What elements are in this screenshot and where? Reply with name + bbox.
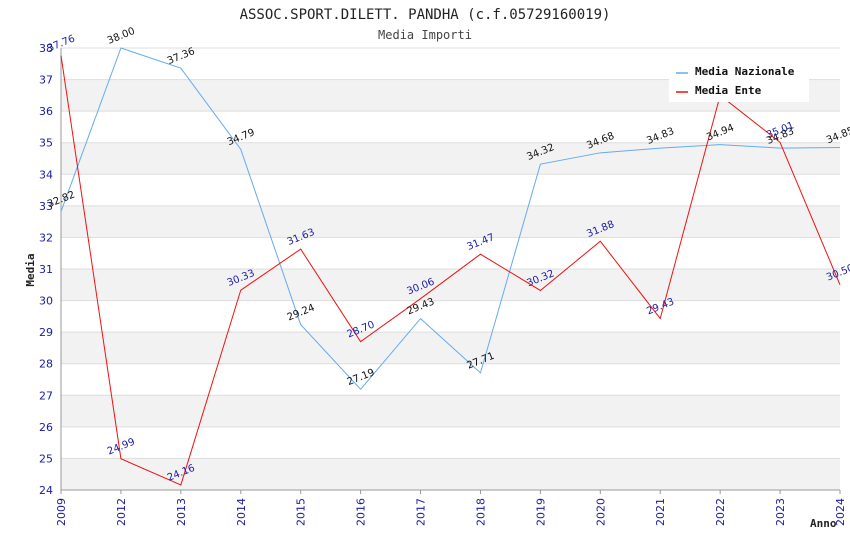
x-tick-label: 2023	[774, 498, 787, 526]
y-tick-label: 32	[39, 231, 53, 244]
y-tick-label: 37	[39, 74, 53, 87]
x-tick-label: 2013	[175, 498, 188, 526]
series-line-media-ente	[60, 55, 841, 486]
data-label-media-nazionale: 38.00	[106, 26, 137, 47]
legend: Media Nazionale Media Ente	[669, 60, 809, 102]
y-tick-label: 30	[39, 295, 53, 308]
gridlines	[61, 47, 840, 491]
x-tick-label: 2018	[474, 498, 487, 526]
x-tick-label: 2022	[714, 498, 727, 526]
plot-band	[61, 395, 840, 427]
plot-band	[61, 426, 840, 459]
x-tick-label: 2021	[654, 498, 667, 526]
series-line-media-nazionale	[60, 47, 841, 391]
plot-band	[61, 111, 840, 143]
plot-band	[61, 269, 840, 301]
chart-title: ASSOC.SPORT.DILETT. PANDHA (c.f.05729160…	[240, 7, 611, 23]
x-tick-label: 2017	[415, 498, 428, 526]
y-tick-labels: 24 25 26 27 28 29 30 31 32 33 34 35 36 37 38	[39, 42, 53, 497]
y-tick-label: 33	[39, 200, 53, 213]
x-tick-label: 2016	[355, 498, 368, 526]
x-tick-label: 2015	[295, 498, 308, 526]
y-tick-label: 28	[39, 358, 53, 371]
plot-band	[61, 205, 840, 238]
y-tick-label: 38	[39, 42, 53, 55]
x-tick-label: 2009	[55, 498, 68, 526]
y-tick-label: 35	[39, 137, 53, 150]
x-axis-label: Anno	[810, 517, 837, 530]
plot-band	[61, 174, 840, 206]
y-tick-label: 31	[39, 263, 53, 276]
y-tick-label: 36	[39, 105, 53, 118]
plot-band	[61, 458, 840, 490]
plot-band	[61, 142, 840, 175]
plot-band	[61, 332, 840, 364]
legend-label-media-ente: Media Ente	[695, 84, 762, 97]
x-tick-labels: 2009 2012 2013 2014 2015 2016 2017 2018 2019 2020…	[55, 490, 847, 526]
y-tick-label: 29	[39, 326, 53, 339]
x-tick-label: 2012	[115, 498, 128, 526]
y-tick-label: 34	[39, 168, 53, 181]
legend-box	[669, 60, 809, 102]
y-tick-label: 25	[39, 452, 53, 465]
series-lines	[60, 47, 841, 486]
x-tick-label: 2024	[834, 498, 847, 526]
x-tick-label: 2020	[594, 498, 607, 526]
y-tick-label: 26	[39, 421, 53, 434]
plot-band	[61, 363, 840, 396]
y-tick-label: 24	[39, 484, 53, 497]
plot-band	[61, 237, 840, 269]
chart-subtitle: Media Importi	[378, 28, 472, 42]
x-tick-label: 2019	[534, 498, 547, 526]
legend-label-media-nazionale: Media Nazionale	[695, 65, 795, 78]
plot-band	[61, 300, 840, 333]
y-tick-label: 27	[39, 389, 53, 402]
y-axis-label: Media	[24, 253, 37, 286]
x-tick-label: 2014	[235, 498, 248, 526]
plot-background-bands	[61, 48, 840, 490]
